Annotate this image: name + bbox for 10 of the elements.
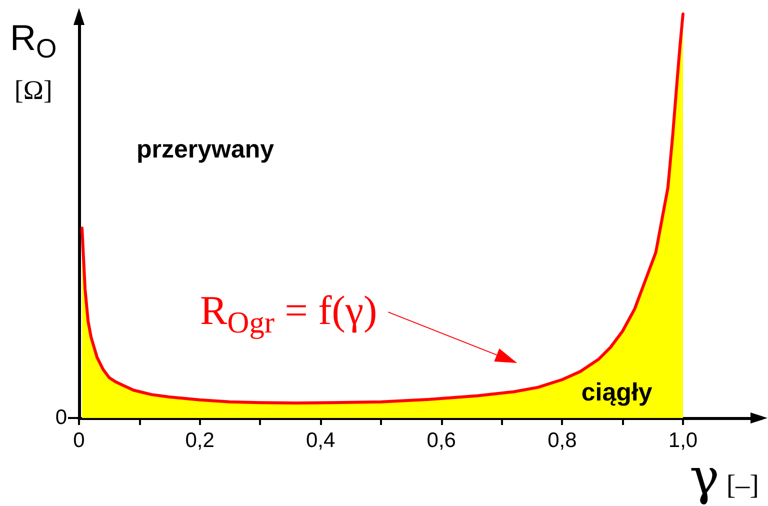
x-tick-label: 0,6 xyxy=(426,429,456,452)
text: 0 xyxy=(55,406,67,429)
x-tick-label: 0,2 xyxy=(185,429,214,452)
x-tick-label: 0,8 xyxy=(548,429,577,452)
annotation: R$_{Ogr}$ = f(γ) xyxy=(200,287,378,340)
annotation: ciągły xyxy=(581,378,652,406)
y-axis-title: R$_{O}$ [Ω] xyxy=(10,16,57,107)
annotation: przerywany xyxy=(136,136,274,164)
x-tick-label: 0 xyxy=(73,429,85,452)
x-tick-label: 0,4 xyxy=(306,429,336,452)
